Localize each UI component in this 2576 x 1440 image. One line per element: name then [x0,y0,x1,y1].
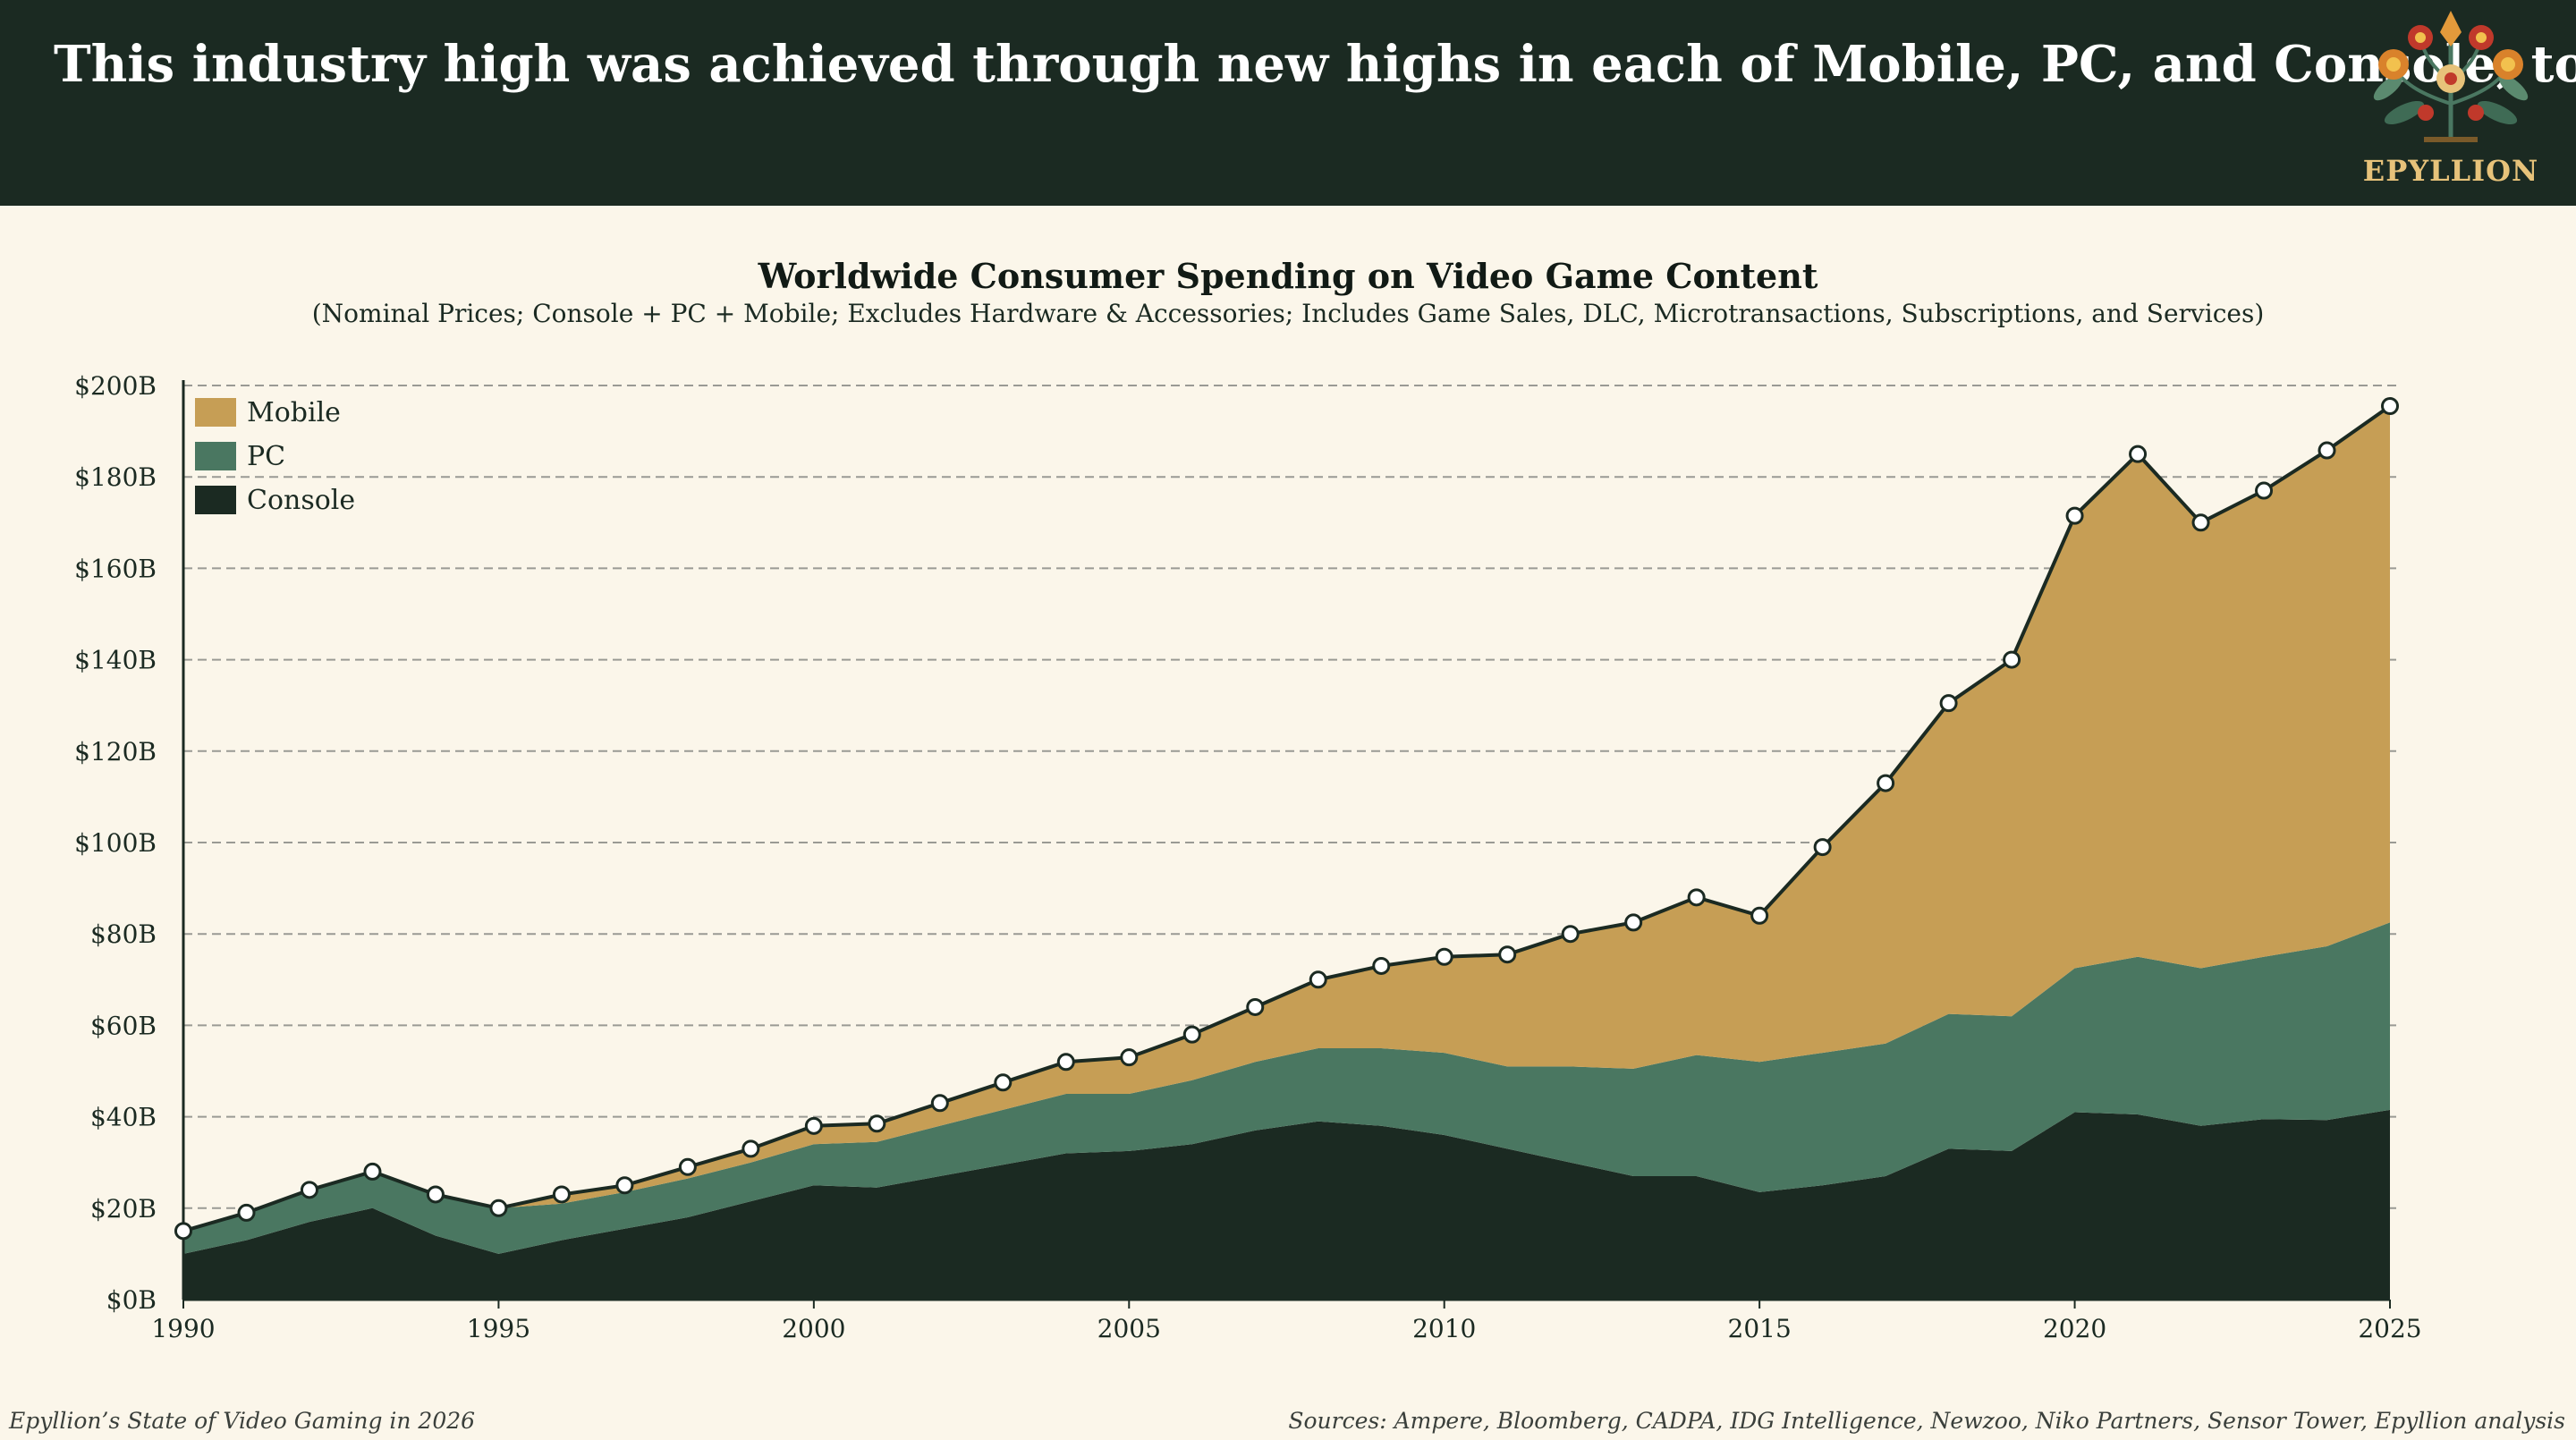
chart-subtitle: (Nominal Prices; Console + PC + Mobile; … [311,299,2265,328]
brand-name: EPYLLION [2362,154,2539,188]
x-tick-label: 1990 [151,1314,215,1343]
total-point [1056,1053,1075,1072]
total-point [1182,1025,1201,1044]
total-point [741,1139,760,1158]
area-series [183,406,2390,1300]
total-point [2191,513,2210,532]
total-line [182,404,2392,1233]
total-point [1309,970,1327,989]
legend-swatch-mobile [195,398,236,427]
total-point [678,1157,697,1176]
total-point [2255,481,2274,500]
x-tick-label: 2000 [782,1314,845,1343]
total-point [1372,956,1391,975]
total-point [2003,650,2021,669]
total-point [1246,997,1265,1016]
total-points [174,396,2399,1241]
y-tick-label: $40B [90,1103,157,1132]
total-point [1877,774,1895,792]
total-point [1813,838,1832,857]
total-point [1120,1048,1139,1067]
x-tick-label: 2010 [1412,1314,1476,1343]
axes: $0B $20B $40B $60B $80B $100B $120B $140B $160B $… [74,371,2421,1343]
legend-label-console: Console [247,485,355,516]
y-tick-label: $180B [74,462,157,492]
y-tick-label: $120B [74,737,157,767]
y-tick-label: $80B [90,919,157,949]
total-point [237,1203,256,1222]
total-point [1435,947,1453,966]
total-line-path [182,404,2392,1233]
x-tick-label: 2025 [2358,1314,2421,1343]
x-tick-label: 2020 [2043,1314,2106,1343]
area-console [183,1109,2390,1300]
footer-report-name: Epyllion’s State of Video Gaming in 2026 [9,1408,476,1434]
total-point [363,1162,382,1181]
total-point [489,1199,508,1217]
y-tick-label: $20B [90,1194,157,1224]
total-point [300,1181,318,1199]
total-point [2318,441,2336,460]
brand-logo: EPYLLION [2343,5,2558,200]
y-tick-label: $140B [74,646,157,675]
area-mobile [183,406,2390,1232]
total-point [2065,506,2084,525]
x-tick-label: 1995 [467,1314,530,1343]
chart-title: Worldwide Consumer Spending on Video Gam… [758,256,1818,296]
headline: This industry high was achieved through … [54,35,2576,94]
floral-tree-icon [2373,11,2529,142]
legend-label-pc: PC [247,441,285,472]
legend-swatch-console [195,486,236,514]
footer-sources: Sources: Ampere, Bloomberg, CADPA, IDG I… [1288,1408,2565,1434]
y-tick-label: $0B [106,1285,157,1315]
y-tick-label: $200B [74,371,157,401]
total-point [1750,906,1769,925]
total-point [615,1176,634,1195]
total-point [2129,445,2148,463]
legend-swatch-pc [195,442,236,470]
total-point [930,1094,949,1113]
legend: Mobile PC Console [195,397,355,516]
total-point [1687,888,1706,907]
y-tick-label: $160B [74,554,157,583]
x-tick-label: 2015 [1728,1314,1792,1343]
y-tick-label: $60B [90,1011,157,1040]
total-point [552,1185,571,1204]
total-point [1561,925,1580,944]
total-point [1624,913,1643,932]
total-point [174,1222,192,1241]
total-point [2381,396,2399,415]
total-point [868,1114,886,1133]
total-point [804,1116,823,1135]
total-point [1498,945,1517,964]
total-point [1939,694,1958,713]
total-point [426,1185,445,1204]
y-tick-label: $100B [74,828,157,858]
total-point [994,1073,1013,1092]
legend-label-mobile: Mobile [247,397,341,428]
area-pc [183,922,2390,1254]
header-banner: This industry high was achieved through … [0,0,2576,206]
x-tick-label: 2005 [1097,1314,1161,1343]
